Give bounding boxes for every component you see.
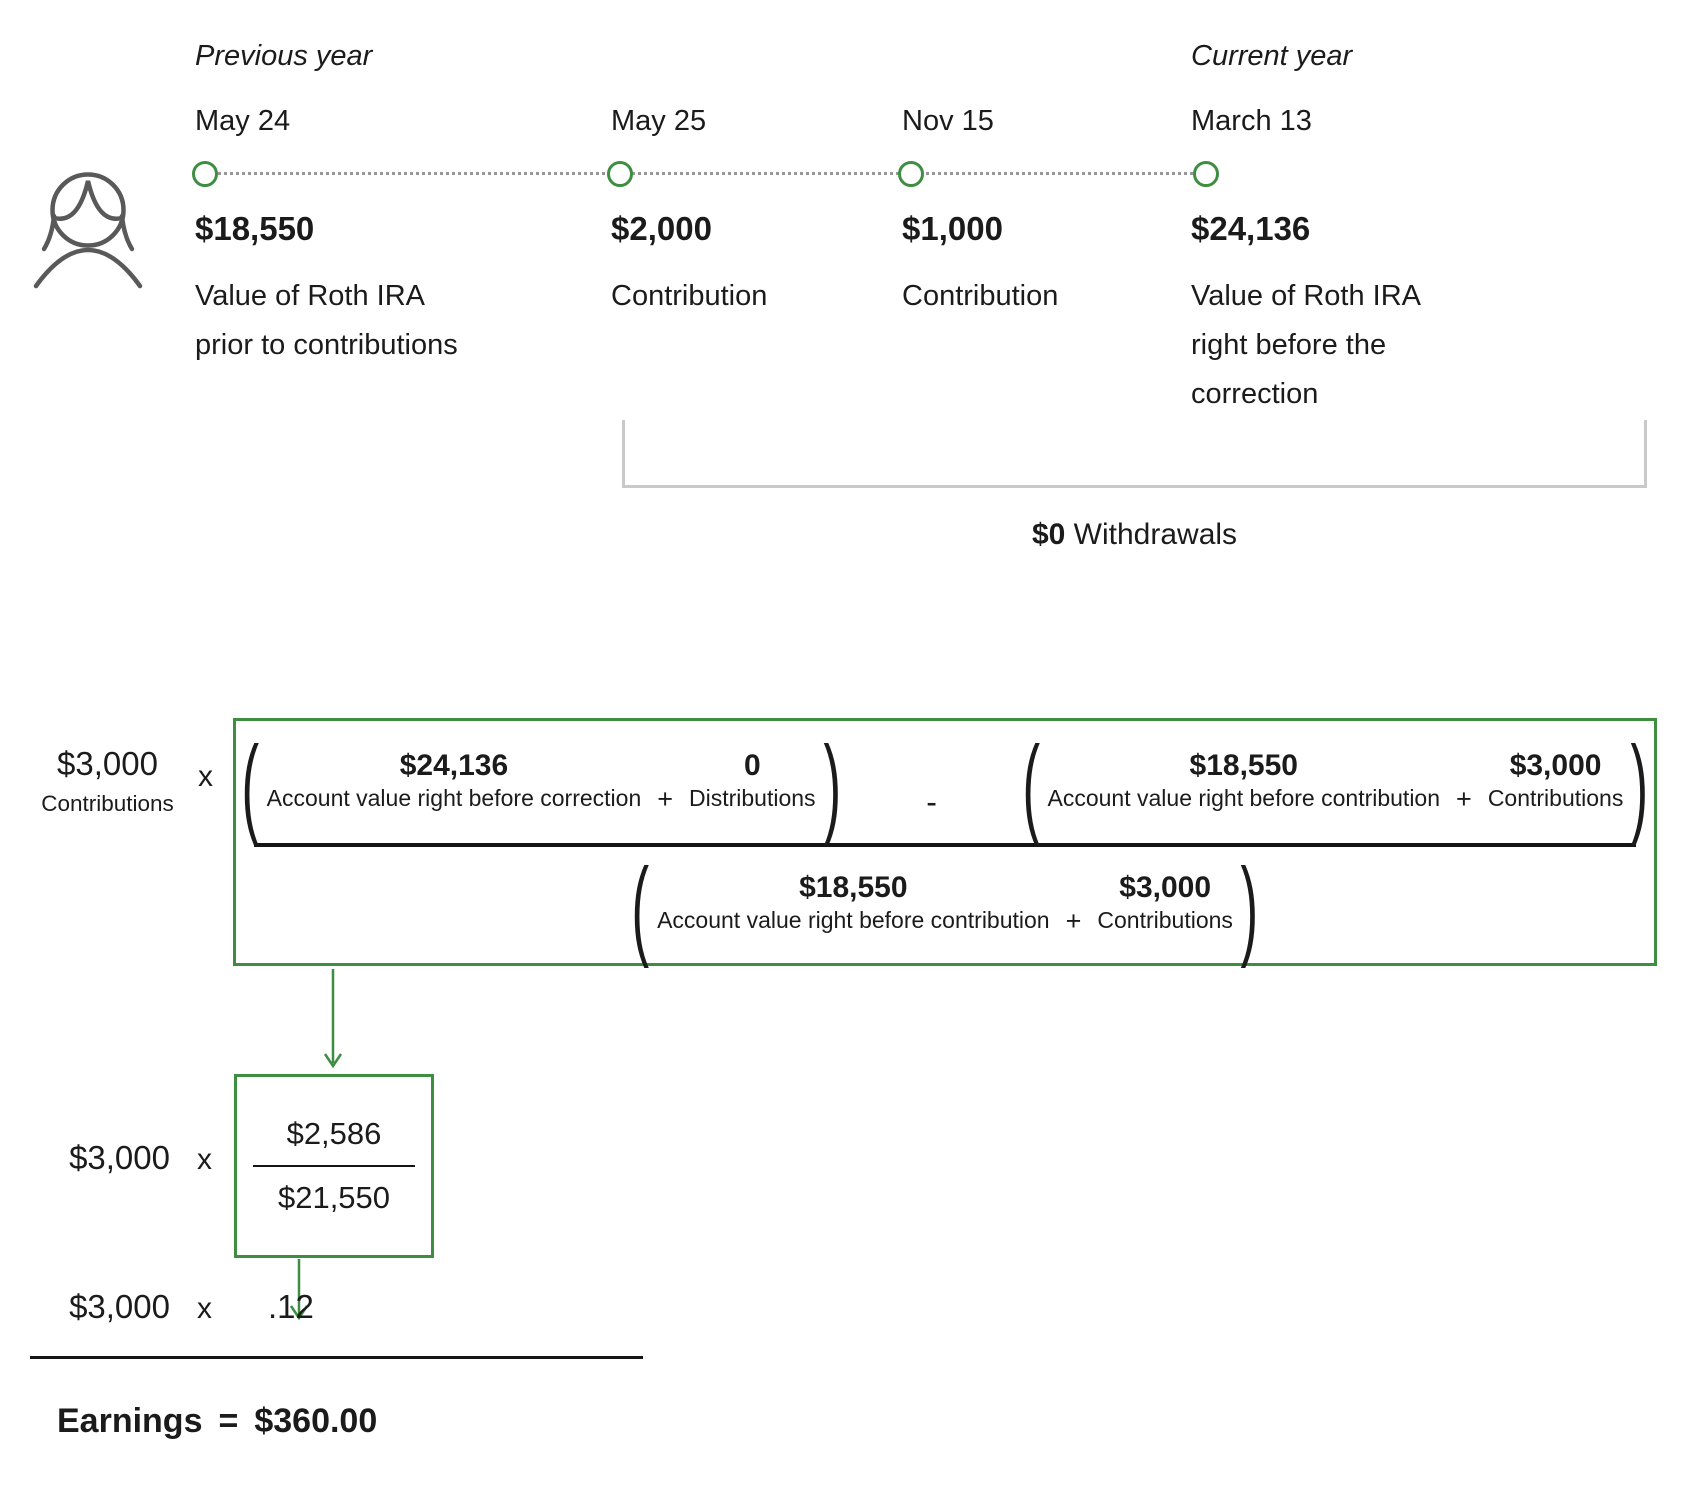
pair-label: Distributions: [689, 785, 816, 811]
event-description: Contribution: [611, 280, 768, 312]
pair-label: Contributions: [1097, 907, 1233, 933]
fraction-pair: $3,000 Contributions: [1097, 861, 1233, 955]
earnings-value: $360.00: [254, 1402, 378, 1440]
fraction-bar: [254, 843, 1636, 847]
event-date: March 13: [1191, 105, 1312, 137]
event-value: $2,000: [611, 210, 712, 247]
formula-denominator: ( $18,550 Account value right before con…: [248, 853, 1642, 963]
earnings-total-divider: [30, 1356, 643, 1359]
close-paren: ): [1240, 846, 1259, 969]
ratio-box: $2,586 $21,550: [234, 1074, 434, 1258]
withdrawal-period-bracket: [622, 420, 1647, 488]
current-year-label: Current year: [1191, 40, 1353, 72]
formula-numerator: ( $24,136 Account value right before cor…: [242, 731, 1649, 841]
pair-label: Account value right before contribution: [1047, 785, 1441, 811]
earnings-formula-box: ( $24,136 Account value right before cor…: [233, 718, 1657, 966]
close-paren: ): [1630, 724, 1649, 847]
timeline-node: [898, 161, 924, 187]
numerator-left-group: ( $24,136 Account value right before cor…: [242, 731, 841, 841]
ratio-denominator: $21,550: [277, 1180, 391, 1216]
event-date: May 25: [611, 105, 707, 137]
arrow-down-icon: [287, 1259, 311, 1321]
times-sign: x: [198, 760, 213, 793]
pair-label: Account value right before correction: [266, 785, 642, 811]
pair-value: $18,550: [799, 871, 908, 904]
numerator-right-group: ( $18,550 Account value right before con…: [1022, 731, 1648, 841]
earnings-label: Earnings: [57, 1402, 203, 1440]
times-sign: x: [197, 1143, 212, 1176]
withdrawals-label: Withdrawals: [1073, 518, 1238, 551]
equals-sign: =: [218, 1402, 239, 1440]
arrow-down-icon: [321, 969, 345, 1069]
contribution-multiplier: $3,000 Contributions: [25, 745, 190, 817]
event-value: $24,136: [1191, 210, 1311, 247]
fraction-pair: 0 Distributions: [689, 739, 816, 833]
pair-value: 0: [743, 749, 761, 782]
multiplier-label: Contributions: [41, 791, 174, 816]
ratio-numerator: $2,586: [286, 1115, 382, 1151]
close-paren: ): [823, 724, 841, 847]
event-value: $1,000: [902, 210, 1003, 247]
timeline-node: [607, 161, 633, 187]
plus-sign: +: [1065, 905, 1082, 936]
event-description: Value of Roth IRA prior to contributions: [195, 280, 458, 361]
plus-sign: +: [657, 783, 674, 814]
denominator-group: ( $18,550 Account value right before con…: [632, 853, 1258, 963]
step3-multiplier: $3,000: [69, 1288, 170, 1325]
event-date: Nov 15: [902, 105, 994, 137]
person-icon: [33, 172, 143, 289]
pair-value: $24,136: [399, 749, 509, 782]
fraction-pair: $3,000 Contributions: [1488, 739, 1624, 833]
open-paren: (: [1022, 724, 1040, 847]
withdrawals-amount: $0: [1031, 518, 1066, 551]
pair-value: $18,550: [1189, 749, 1298, 782]
timeline-dotted-line: [205, 172, 1206, 175]
multiplier-value: $3,000: [57, 745, 158, 782]
plus-sign: +: [1456, 783, 1472, 814]
minus-sign: -: [926, 783, 937, 820]
open-paren: (: [631, 846, 650, 969]
fraction-pair: $24,136 Account value right before corre…: [267, 739, 642, 833]
fraction-pair: $18,550 Account value right before contr…: [657, 861, 1050, 955]
withdrawals-note: $0 Withdrawals: [622, 518, 1647, 552]
event-description: Value of Roth IRA right before the corre…: [1191, 280, 1421, 410]
event-description: Contribution: [902, 280, 1059, 312]
step3-factor: .12: [268, 1288, 314, 1325]
pair-label: Contributions: [1487, 785, 1624, 811]
open-paren: (: [241, 724, 260, 847]
times-sign: x: [197, 1292, 212, 1325]
ratio-divider: [253, 1164, 415, 1168]
timeline-node: [1193, 161, 1219, 187]
pair-value: $3,000: [1509, 749, 1602, 782]
pair-value: $3,000: [1119, 871, 1212, 904]
event-value: $18,550: [195, 210, 315, 247]
step2-multiplier: $3,000: [69, 1139, 170, 1176]
event-date: May 24: [195, 105, 291, 137]
timeline-node: [192, 161, 218, 187]
fraction-pair: $18,550 Account value right before contr…: [1048, 739, 1441, 833]
pair-label: Account value right before contribution: [657, 907, 1050, 933]
earnings-result: Earnings = $360.00: [57, 1402, 377, 1441]
previous-year-label: Previous year: [195, 40, 373, 72]
